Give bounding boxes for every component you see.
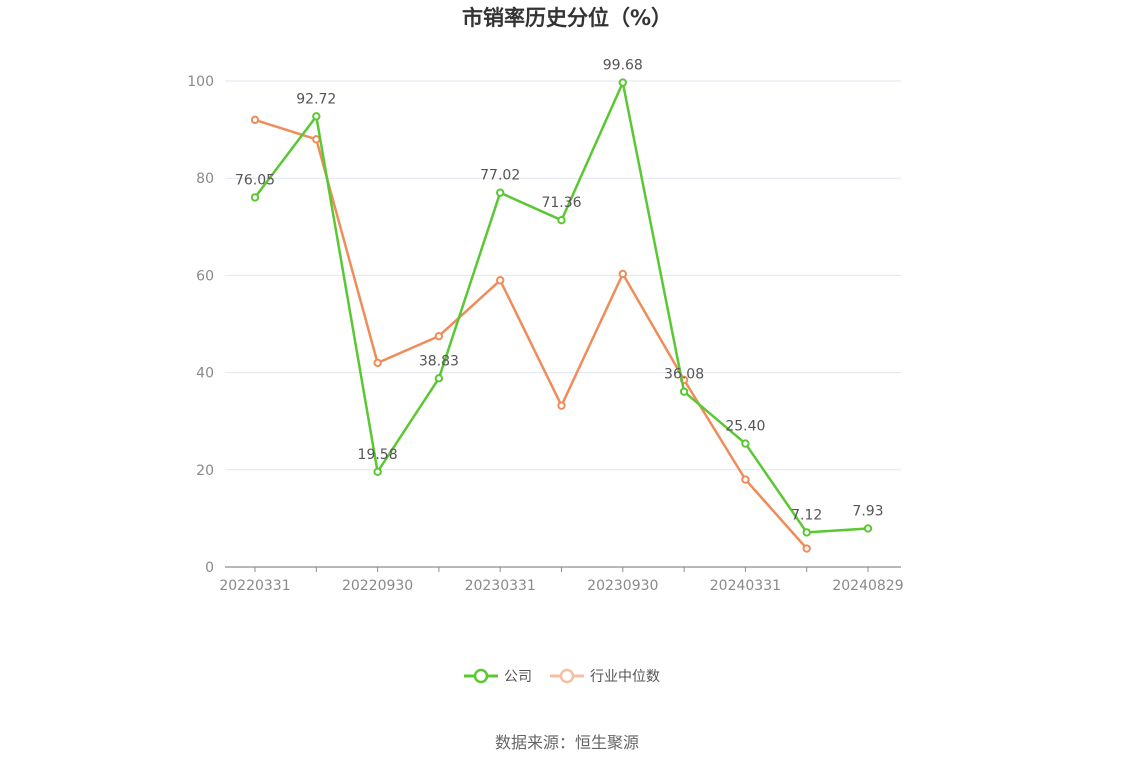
data-point-0 bbox=[679, 387, 689, 396]
data-label: 19.58 bbox=[358, 447, 398, 463]
data-point-0 bbox=[434, 374, 444, 383]
data-label: 7.12 bbox=[791, 507, 822, 523]
chart-title: 市销率历史分位（%） bbox=[462, 6, 672, 30]
data-point-0 bbox=[863, 524, 873, 533]
data-point-1 bbox=[312, 135, 321, 144]
series-line-0 bbox=[254, 81, 869, 534]
y-tick-label: 100 bbox=[187, 74, 214, 90]
data-point-0 bbox=[741, 439, 750, 448]
x-tick-label: 20220331 bbox=[219, 578, 290, 594]
data-point-1 bbox=[434, 331, 444, 341]
data-label: 99.68 bbox=[603, 58, 643, 74]
data-point-1 bbox=[373, 358, 382, 368]
y-tick-label: 60 bbox=[196, 268, 214, 284]
series-layer bbox=[250, 78, 873, 553]
data-point-0 bbox=[312, 112, 321, 121]
data-point-1 bbox=[618, 269, 627, 279]
legend-marker-dot bbox=[473, 668, 489, 684]
x-tick-label: 20240829 bbox=[832, 578, 903, 594]
data-point-0 bbox=[557, 215, 566, 225]
data-label: 71.36 bbox=[541, 195, 581, 211]
y-tick-label: 80 bbox=[196, 171, 214, 187]
data-point-0 bbox=[802, 528, 811, 537]
grid-lines bbox=[225, 80, 901, 471]
data-label: 76.05 bbox=[235, 172, 275, 188]
x-tick-label: 20240331 bbox=[710, 578, 781, 594]
legend: 公司 行业中位数 bbox=[464, 668, 660, 685]
series-line-1 bbox=[254, 118, 808, 550]
data-point-1 bbox=[557, 401, 566, 410]
data-point-1 bbox=[250, 115, 260, 125]
x-axis: 20220331 20220930 20230331 20230930 20240331… bbox=[219, 566, 904, 594]
data-label: 92.72 bbox=[296, 91, 336, 107]
legend-marker-dot bbox=[559, 668, 575, 684]
legend-label: 公司 bbox=[504, 669, 532, 685]
y-tick-label: 0 bbox=[205, 560, 214, 576]
y-axis: 0 20 40 60 80 100 bbox=[187, 74, 214, 576]
data-label: 77.02 bbox=[480, 168, 520, 184]
data-point-1 bbox=[741, 475, 750, 484]
data-point-0 bbox=[373, 467, 382, 477]
data-point-0 bbox=[618, 78, 627, 87]
data-point-0 bbox=[496, 188, 505, 197]
legend-label: 行业中位数 bbox=[590, 669, 660, 685]
data-point-0 bbox=[250, 193, 260, 202]
data-point-1 bbox=[496, 276, 505, 285]
data-label: 25.40 bbox=[725, 419, 765, 435]
y-tick-label: 40 bbox=[196, 366, 214, 382]
data-label: 36.08 bbox=[664, 367, 704, 383]
data-label: 38.83 bbox=[419, 353, 459, 369]
data-label: 7.93 bbox=[852, 503, 883, 519]
x-tick-label: 20220930 bbox=[342, 578, 413, 594]
data-labels: 76.05 92.72 19.58 38.83 77.02 71.36 99.68 36.08… bbox=[235, 58, 884, 524]
source-note: 数据来源：恒生聚源 bbox=[495, 733, 639, 752]
data-point-1 bbox=[802, 544, 811, 553]
y-tick-label: 20 bbox=[196, 463, 214, 479]
x-tick-label: 20230331 bbox=[465, 578, 536, 594]
x-tick-label: 20230930 bbox=[587, 578, 658, 594]
